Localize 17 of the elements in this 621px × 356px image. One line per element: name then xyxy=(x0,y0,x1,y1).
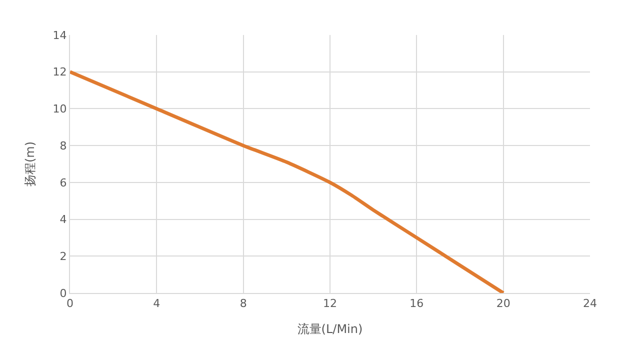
y-axis-title: 扬程(m) xyxy=(23,141,38,187)
x-tick-label: 4 xyxy=(153,297,160,310)
y-tick-label: 0 xyxy=(60,286,67,300)
x-tick-label: 20 xyxy=(496,297,510,310)
y-tick-label: 2 xyxy=(60,250,67,263)
y-tick-label: 12 xyxy=(52,66,67,79)
x-axis-title: 流量(L/Min) xyxy=(297,322,363,336)
y-tick-label: 8 xyxy=(60,139,67,152)
y-tick-label: 14 xyxy=(52,28,67,42)
x-tick-label: 16 xyxy=(410,297,424,310)
x-tick-label: 12 xyxy=(323,297,337,310)
x-tick-label: 24 xyxy=(583,297,597,310)
y-tick-label: 6 xyxy=(60,176,67,190)
y-tick-label: 10 xyxy=(52,102,67,116)
x-tick-label: 8 xyxy=(240,297,247,310)
y-tick-label: 4 xyxy=(60,213,67,226)
line-series xyxy=(70,70,506,293)
